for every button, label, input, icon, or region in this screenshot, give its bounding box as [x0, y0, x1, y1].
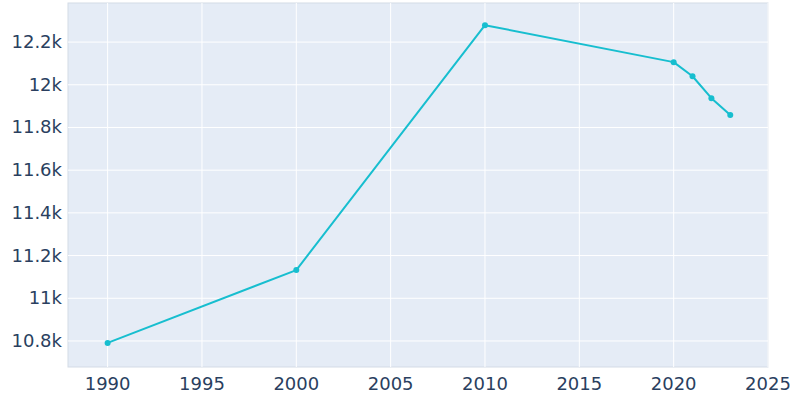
series: [105, 22, 734, 346]
x-grid-line: [390, 3, 391, 367]
line: [108, 25, 731, 343]
marker: [105, 340, 111, 346]
x-grid-line: [296, 3, 297, 367]
x-tick-label: 2020: [651, 373, 697, 394]
y-tick-label: 12k: [29, 74, 63, 95]
y-tick-label: 11.6k: [11, 159, 62, 180]
y-grid-line: [68, 127, 768, 128]
y-tick-label: 11k: [29, 287, 63, 308]
chart: 1990 1995 2000 2005 2010 2015 2020 2025 10.8k 11k…: [0, 0, 800, 400]
marker: [293, 267, 299, 273]
y-grid-line: [68, 255, 768, 256]
y-grid-line: [68, 42, 768, 43]
y-tick-label: 12.2k: [11, 31, 62, 52]
y-tick-label: 11.4k: [11, 202, 62, 223]
x-tick-label: 1990: [85, 373, 131, 394]
x-grid-line: [201, 3, 202, 367]
y-grid-line: [68, 298, 768, 299]
x-tick-label: 2000: [273, 373, 319, 394]
marker: [708, 95, 714, 101]
grid: [68, 3, 768, 367]
plot-area: [68, 3, 768, 367]
y-tick-label: 11.2k: [11, 245, 62, 266]
y-tick-label: 10.8k: [11, 330, 62, 351]
y-grid-line: [68, 212, 768, 213]
marker: [727, 112, 733, 118]
x-grid-line: [484, 3, 485, 367]
y-grid-line: [68, 170, 768, 171]
y-tick-label: 11.8k: [11, 116, 62, 137]
x-tick-label: 2005: [368, 373, 414, 394]
marker: [482, 22, 488, 28]
marker: [690, 73, 696, 79]
x-grid-line: [107, 3, 108, 367]
x-tick-label: 1995: [179, 373, 225, 394]
y-grid-line: [68, 84, 768, 85]
tick-labels: 1990 1995 2000 2005 2010 2015 2020 2025 10.8k 11k…: [11, 31, 790, 394]
y-grid-line: [68, 340, 768, 341]
x-tick-label: 2025: [745, 373, 791, 394]
marker: [671, 59, 677, 65]
x-grid-line: [673, 3, 674, 367]
x-tick-label: 2010: [462, 373, 508, 394]
x-grid-line: [579, 3, 580, 367]
x-grid-line: [768, 3, 769, 367]
x-tick-label: 2015: [556, 373, 602, 394]
